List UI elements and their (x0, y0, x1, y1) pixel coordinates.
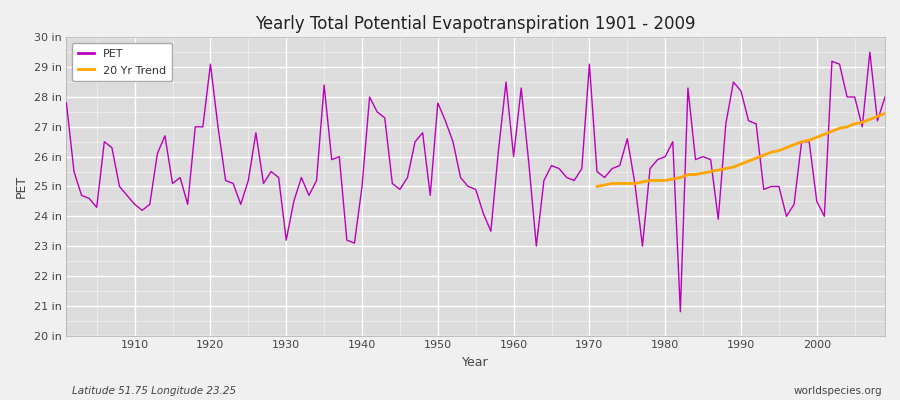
Title: Yearly Total Potential Evapotranspiration 1901 - 2009: Yearly Total Potential Evapotranspiratio… (256, 15, 696, 33)
X-axis label: Year: Year (463, 356, 489, 369)
Text: Latitude 51.75 Longitude 23.25: Latitude 51.75 Longitude 23.25 (72, 386, 236, 396)
Y-axis label: PET: PET (15, 175, 28, 198)
Text: worldspecies.org: worldspecies.org (794, 386, 882, 396)
Legend: PET, 20 Yr Trend: PET, 20 Yr Trend (72, 43, 172, 81)
